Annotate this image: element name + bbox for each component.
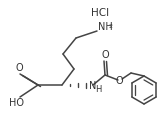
Text: O: O xyxy=(101,50,109,60)
Text: N: N xyxy=(89,81,96,91)
Text: NH: NH xyxy=(98,22,113,32)
Text: O: O xyxy=(115,76,123,86)
Text: O: O xyxy=(15,63,23,73)
Text: H: H xyxy=(95,85,101,94)
Text: HCl: HCl xyxy=(91,8,109,18)
Text: 2: 2 xyxy=(109,25,113,29)
Text: HO: HO xyxy=(9,98,24,108)
